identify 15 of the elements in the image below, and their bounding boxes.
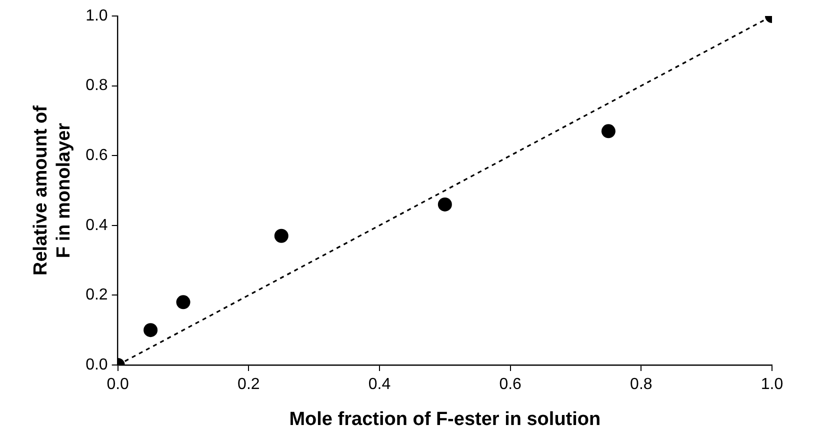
y-axis-title: Relative amount of F in monolayer [30,104,74,276]
y-tick-label: 1.0 [86,7,108,24]
y-tick-label: 0.8 [86,77,108,94]
point [438,197,452,212]
x-tick-label: 0.6 [499,376,522,394]
x-tick-label: 0.8 [630,376,652,394]
x-tick-label: 0.2 [238,376,260,394]
x-tick-label: 0.4 [368,376,391,394]
x-tick-label: 1.0 [760,376,784,394]
x-tick-label: 0.0 [106,376,130,394]
y-tick-label: 0.4 [86,216,108,234]
x-axis-title: Mole fraction of F-ester in solution [289,408,601,430]
y-tick-label: 0.2 [86,286,108,304]
y-tick-label: 0.6 [86,147,108,164]
y-tick-label: 0.0 [86,356,108,374]
